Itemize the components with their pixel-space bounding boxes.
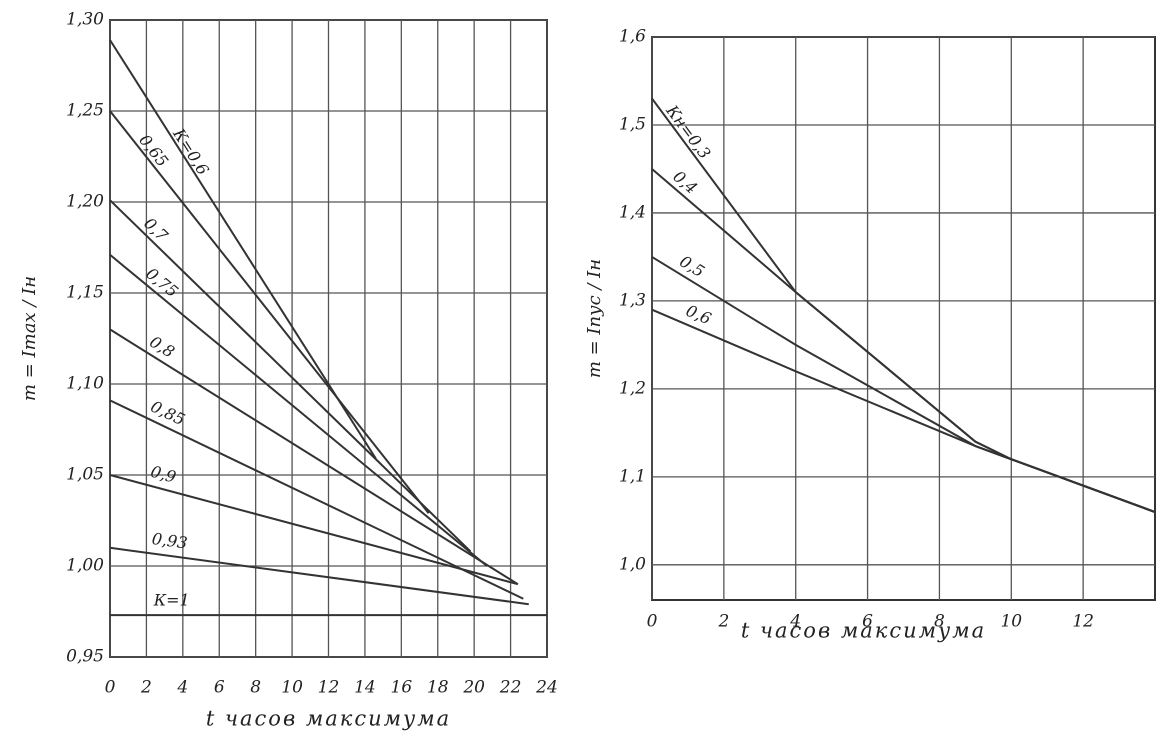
y-tick-label: 1,30 (66, 10, 104, 30)
series-label: К=1 (153, 591, 190, 610)
y-tick-label: 1,6 (619, 27, 646, 47)
series-line (651, 308, 1156, 513)
x-tick-label: 8 (934, 612, 945, 632)
series-line (651, 256, 1156, 513)
series-label: 0,75 (142, 264, 182, 301)
y-tick-label: 1,15 (66, 283, 104, 303)
x-tick-label: 0 (647, 612, 658, 632)
x-tick-label: 4 (789, 612, 801, 632)
plot-frame (651, 36, 1156, 601)
series-line (109, 110, 430, 514)
y-tick-label: 1,4 (619, 202, 646, 222)
series-line (109, 39, 377, 460)
series-line (109, 474, 519, 586)
x-tick-label: 12 (318, 678, 340, 698)
x-tick-label: 2 (717, 612, 729, 632)
series-label: 0,4 (669, 167, 701, 198)
x-tick-label: 6 (862, 612, 873, 632)
x-tick-label: 2 (140, 678, 152, 698)
x-tick-label: 16 (391, 678, 413, 698)
x-tick-label: 0 (105, 678, 116, 698)
series-line (109, 199, 472, 553)
series-label: 0,5 (676, 252, 708, 281)
x-tick-label: 10 (1000, 612, 1022, 632)
series-line (109, 399, 524, 600)
series-label: 0,93 (151, 529, 189, 553)
x-axis-title: t часов максимума (741, 619, 986, 643)
series-line (109, 328, 519, 586)
series-line (109, 254, 488, 567)
x-tick-label: 24 (535, 678, 558, 698)
x-tick-label: 12 (1072, 612, 1094, 632)
x-tick-label: 20 (462, 678, 485, 698)
x-tick-label: 6 (214, 678, 225, 698)
series-label: 0,7 (140, 214, 172, 246)
y-tick-label: 1,2 (619, 378, 646, 398)
y-tick-label: 1,1 (619, 466, 646, 486)
x-tick-label: 8 (250, 678, 261, 698)
series-line (109, 546, 529, 606)
x-axis-title: t часов максимума (206, 707, 451, 731)
y-tick-label: 1,00 (66, 556, 104, 576)
y-axis-title: m = Iпус / Iн (584, 259, 605, 378)
x-tick-label: 14 (354, 678, 376, 698)
x-tick-label: 4 (176, 678, 188, 698)
x-tick-label: 10 (281, 678, 303, 698)
y-tick-label: 1,20 (66, 192, 104, 212)
y-tick-label: 1,0 (619, 554, 646, 574)
series-label: 0,8 (146, 332, 178, 362)
series-label: 0,9 (149, 462, 179, 487)
y-tick-label: 1,05 (66, 465, 104, 485)
series-line (651, 97, 1156, 513)
x-tick-label: 22 (499, 678, 522, 698)
series-label: Кн=0,3 (662, 101, 715, 163)
y-axis-title: m = Imax / Iн (19, 276, 40, 401)
y-tick-label: 1,3 (619, 290, 646, 310)
y-tick-label: 1,10 (66, 374, 104, 394)
y-tick-label: 0,95 (66, 647, 104, 667)
x-tick-label: 18 (427, 678, 449, 698)
series-label: К=0,6 (169, 124, 213, 178)
series-line (651, 168, 1156, 513)
series-label: 0,85 (148, 397, 188, 430)
y-tick-label: 1,5 (619, 114, 646, 134)
y-tick-label: 1,25 (66, 101, 104, 121)
